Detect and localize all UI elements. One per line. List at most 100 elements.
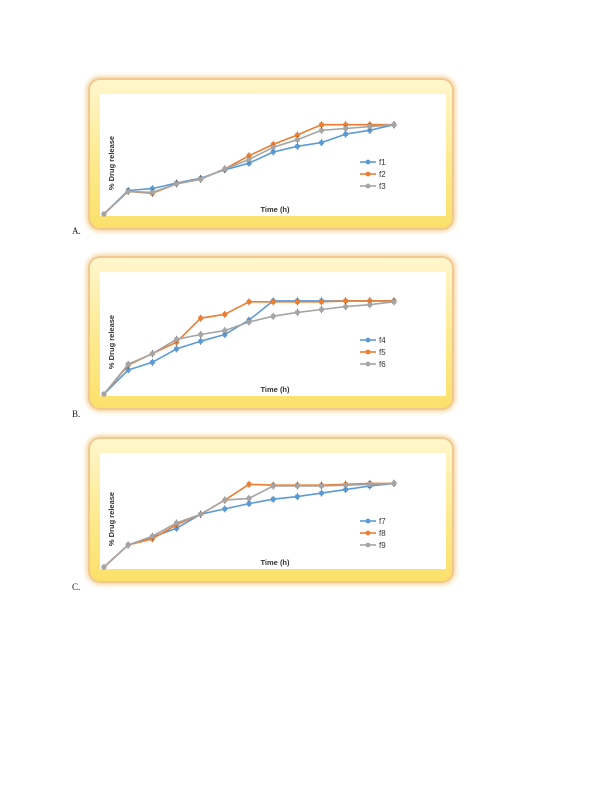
data-point-f4-2 [149,359,155,365]
data-point-f6-2 [149,351,155,357]
data-point-f3-2 [149,189,155,195]
chart-svg: % Drug release Time (h) f1 f2 f3 [100,94,446,217]
chart-panel-1: % Drug release Time (h) f1 f2 f3 [88,78,454,230]
x-axis-label: Time (h) [260,205,290,214]
legend-item-f9: f9 [360,541,386,550]
legend-label: f4 [379,336,386,345]
data-point-f1-11 [367,127,373,133]
legend-item-f2: f2 [360,170,386,179]
data-point-f4-4 [198,338,204,344]
legend-label: f7 [379,517,386,526]
data-point-f6-10 [343,304,349,310]
y-axis-label: % Drug release [107,315,116,369]
data-point-f1-8 [294,143,300,149]
data-point-f5-10 [343,298,349,304]
data-point-f3-0 [101,211,107,217]
panel-label: C. [72,582,81,592]
data-point-f7-8 [294,494,300,500]
legend-marker [365,542,371,548]
legend-marker [365,171,371,177]
data-point-f4-5 [222,331,228,338]
legend-item-f6: f6 [360,360,386,369]
data-point-f6-6 [246,319,252,325]
data-point-f2-6 [246,153,252,159]
data-point-f9-11 [367,481,373,487]
chart-panel-3: % Drug release Time (h) f7 f8 f9 [88,437,454,583]
data-point-f2-8 [294,132,300,138]
data-point-f6-4 [198,331,204,338]
data-point-f6-5 [222,328,228,334]
chart-frame: % Drug release Time (h) f4 f5 f6 [88,256,454,410]
data-point-f5-4 [198,315,204,321]
data-point-f6-12 [391,299,397,305]
data-point-f9-9 [318,483,325,489]
data-point-f7-9 [318,490,325,496]
x-axis-label: Time (h) [260,558,290,567]
series-f9 [101,479,397,570]
data-point-f1-9 [318,139,325,146]
legend-label: f2 [379,170,386,179]
data-point-f5-6 [246,299,252,305]
data-point-f1-7 [270,149,276,155]
data-point-f6-9 [318,306,325,313]
data-point-f7-6 [246,501,252,507]
data-point-f5-8 [294,299,300,305]
legend-label: f6 [379,360,386,369]
data-point-f6-8 [294,309,300,315]
data-point-f4-3 [173,346,180,352]
data-point-f9-7 [270,483,276,489]
data-point-f2-9 [318,122,325,128]
data-point-f3-9 [318,127,325,133]
legend-marker [365,159,371,165]
data-point-f3-5 [222,166,228,172]
chart-svg: % Drug release Time (h) f4 f5 f6 [100,272,446,397]
data-point-f9-4 [198,511,204,517]
y-axis-label: % Drug release [107,136,116,190]
data-point-f9-12 [391,480,397,486]
data-point-f2-10 [343,122,349,128]
legend-marker [365,361,371,367]
data-point-f3-3 [173,181,180,187]
series-f6 [101,298,397,397]
chart-svg: % Drug release Time (h) f7 f8 f9 [100,453,446,570]
panel-label: B. [72,409,81,419]
legend-marker [365,183,371,189]
data-point-f3-12 [391,122,397,128]
legend-label: f5 [379,348,386,357]
series-f3 [101,121,397,217]
plot-background [100,453,446,569]
data-point-f7-5 [222,506,228,512]
legend-label: f3 [379,182,386,191]
legend-label: f9 [379,541,386,550]
data-point-f1-2 [149,186,155,192]
data-point-f9-5 [222,497,228,503]
data-point-f9-2 [149,533,155,539]
data-point-f3-7 [270,144,276,150]
data-point-f4-1 [125,367,131,373]
data-point-f6-7 [270,313,276,319]
data-point-f9-10 [343,482,349,488]
data-point-f5-7 [270,299,276,305]
legend-item-f1: f1 [360,158,386,167]
data-point-f9-0 [101,564,107,570]
data-point-f1-6 [246,160,252,166]
chart-panel-2: % Drug release Time (h) f4 f5 f6 [88,256,454,410]
data-point-f3-10 [343,125,349,132]
data-point-f6-1 [125,361,131,367]
legend-marker [365,518,371,524]
x-axis-label: Time (h) [260,385,290,394]
legend-label: f1 [379,158,386,167]
data-point-f9-1 [125,542,131,548]
legend-item-f4: f4 [360,336,386,345]
legend-marker [365,349,371,355]
data-point-f3-4 [198,176,204,182]
legend-item-f5: f5 [360,348,386,357]
data-point-f1-10 [343,131,349,137]
plot-background [100,272,446,396]
data-point-f3-8 [294,137,300,143]
data-point-f7-10 [343,486,349,493]
data-point-f9-6 [246,495,252,501]
legend-label: f8 [379,529,386,538]
chart-frame: % Drug release Time (h) f7 f8 f9 [88,437,454,583]
data-point-f6-0 [101,391,107,397]
